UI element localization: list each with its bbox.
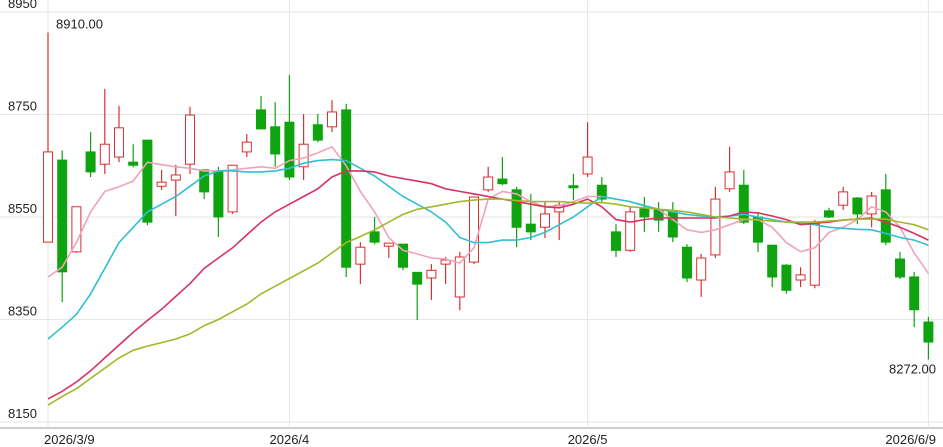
candle-body [412, 271, 423, 285]
candle-body [682, 246, 692, 279]
x-tick-label: 2026/5 [568, 432, 608, 447]
candle-body [142, 139, 153, 223]
candle-body [128, 161, 139, 166]
candle-body [440, 259, 451, 265]
candle-body [57, 159, 68, 273]
candle-body [824, 210, 834, 218]
candle-body [99, 143, 110, 165]
candle-body [327, 111, 337, 128]
candle-body [156, 181, 167, 187]
candle-body [85, 151, 96, 173]
candle-body [596, 184, 607, 200]
candle-body [227, 164, 238, 213]
candle-body [724, 171, 735, 190]
candle-body [767, 244, 778, 278]
candle-body [398, 243, 408, 268]
min-annotation: 8272.00 [889, 361, 936, 376]
candle-body [170, 174, 181, 181]
candle-body [355, 246, 366, 265]
candle-body [114, 127, 124, 158]
candle-body [923, 321, 934, 343]
candle-body [667, 211, 678, 238]
candle-body [256, 109, 266, 130]
candle-body [426, 269, 437, 279]
candle-body [909, 276, 920, 311]
y-tick-label: 8550 [8, 201, 37, 216]
candle-body [341, 109, 352, 268]
x-tick-label: 2026/3/9 [44, 432, 95, 447]
moving-average-line [47, 145, 930, 278]
x-tick-label: 2026/6/9 [885, 432, 936, 447]
candle-body [525, 223, 536, 233]
candle-body [639, 208, 650, 218]
moving-average-line [47, 198, 929, 406]
y-tick-label: 8750 [8, 99, 37, 114]
candle-body [43, 151, 53, 243]
candle-body [241, 141, 252, 153]
x-tick-label: 2026/4 [270, 432, 310, 447]
candle-body [483, 176, 494, 191]
candle-body [213, 171, 224, 218]
candle-body [738, 184, 749, 223]
candle-body [298, 143, 309, 168]
candle-body [511, 189, 522, 228]
candle-body [312, 124, 323, 141]
candle-body [497, 178, 508, 185]
candle-body [199, 169, 210, 193]
candle-body [71, 206, 82, 253]
candle-body [611, 231, 621, 251]
candle-body [895, 258, 905, 278]
candle-body [795, 274, 806, 281]
candle-body [369, 231, 380, 243]
candle-body [852, 197, 863, 215]
candle-body [270, 126, 281, 155]
candle-body [454, 256, 465, 298]
y-tick-label: 8150 [8, 406, 37, 421]
candle-body [625, 211, 636, 251]
candle-body [185, 114, 195, 165]
candle-body [582, 156, 593, 175]
candle-body [809, 223, 820, 286]
candle-body [568, 185, 579, 189]
moving-average-line [47, 170, 929, 400]
candle-body [284, 121, 295, 178]
candle-body [540, 213, 550, 228]
candle-body [383, 242, 394, 247]
candle-body [866, 195, 877, 215]
candle-body [781, 264, 792, 291]
y-tick-label: 8950 [8, 0, 37, 11]
y-tick-label: 8350 [8, 304, 37, 319]
candle-body [696, 257, 707, 281]
max-annotation: 8910.00 [56, 17, 103, 32]
candle-body [710, 198, 721, 256]
candle-body [838, 191, 849, 206]
